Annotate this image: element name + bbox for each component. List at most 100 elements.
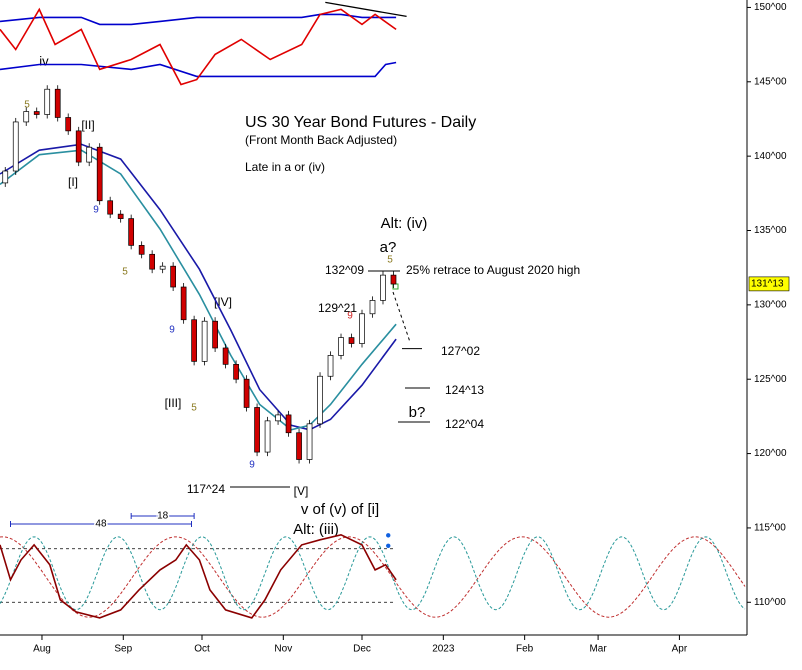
x-tick-label: Oct <box>194 644 210 655</box>
count-label: 9 <box>169 325 175 336</box>
candle-body <box>369 300 376 315</box>
candle-body <box>317 375 323 425</box>
x-tick-label: Sep <box>114 644 132 655</box>
marker-dot <box>386 543 391 548</box>
candle-body <box>285 414 292 434</box>
cycle-line <box>0 536 746 611</box>
candle-body <box>2 170 9 184</box>
level-label: 132^09 <box>325 263 364 277</box>
candle-body <box>86 146 93 163</box>
candle-body <box>117 213 124 219</box>
candle-body <box>243 378 250 408</box>
count-label: 9 <box>93 205 99 216</box>
count-label: 9 <box>249 460 255 471</box>
count-label: 9 <box>347 311 353 322</box>
candle-body <box>65 117 72 132</box>
candle-body <box>159 265 166 270</box>
level-label: 127^02 <box>441 344 480 358</box>
y-tick-label: 150^00 <box>754 2 787 13</box>
candle-body <box>96 146 103 202</box>
candle-body <box>54 88 61 118</box>
y-tick-label: 145^00 <box>754 76 787 87</box>
last-price-box <box>748 276 790 292</box>
candle-body <box>128 218 135 246</box>
series-line <box>0 533 397 619</box>
wave-label: a? <box>380 239 397 256</box>
note: 25% retrace to August 2020 high <box>406 263 580 277</box>
candle-body <box>180 286 187 321</box>
candle-body <box>359 313 365 344</box>
level-label: 117^24 <box>187 482 225 496</box>
series-line <box>0 13 397 26</box>
wave-label: Alt: (iv) <box>381 215 428 232</box>
count-label: 5 <box>191 403 197 414</box>
candle-body <box>44 88 51 115</box>
y-tick-label: 115^00 <box>754 523 786 534</box>
level-label: 122^04 <box>445 417 484 431</box>
cycle-label: 48 <box>95 519 107 530</box>
wave-label: v of (v) of [i] <box>301 501 379 518</box>
y-tick-label: 130^00 <box>754 300 787 311</box>
x-tick-label: Aug <box>33 644 51 655</box>
candle-body <box>33 111 40 115</box>
y-tick-label: 110^00 <box>754 597 786 608</box>
y-tick-label: 140^00 <box>754 151 787 162</box>
candle-body <box>149 253 155 270</box>
count-label: 5 <box>24 100 30 111</box>
cycle-line <box>0 536 746 618</box>
price-label: 129^21 <box>318 301 357 315</box>
candle-body <box>107 200 114 215</box>
candle-body <box>12 121 19 172</box>
candle-body <box>306 423 313 460</box>
y-tick-label: 125^00 <box>754 374 787 385</box>
level-label: 124^13 <box>445 383 484 397</box>
last-price-label: 131^13 <box>751 279 784 290</box>
subtitle: (Front Month Back Adjusted) <box>245 133 397 147</box>
candle-body <box>264 420 271 453</box>
candle-body <box>327 355 334 377</box>
x-tick-label: Apr <box>672 644 688 655</box>
count-label: 5 <box>387 255 393 266</box>
wave-label: b? <box>409 404 426 421</box>
y-tick-label: 135^00 <box>754 225 787 236</box>
candle-body <box>275 414 281 422</box>
cycle-label: 18 <box>157 511 169 522</box>
series-line <box>0 7 397 86</box>
candle-body <box>390 274 397 285</box>
wave-label: [I] <box>68 175 78 189</box>
y-tick-label: 120^00 <box>754 448 787 459</box>
candle-body <box>201 320 208 362</box>
wave-label: iv <box>39 53 49 68</box>
series-line <box>325 1 407 18</box>
candle-body <box>348 337 355 344</box>
note: Late in a or (iv) <box>245 160 325 174</box>
wave-label: [II] <box>81 118 94 132</box>
projection-line <box>392 291 411 343</box>
marker-dot <box>386 533 391 538</box>
candle-body <box>296 432 302 460</box>
chart-title: US 30 Year Bond Futures - Daily <box>245 114 476 131</box>
x-tick-label: 2023 <box>432 644 455 655</box>
x-tick-label: Dec <box>353 644 371 655</box>
series-line <box>0 61 397 78</box>
wave-label: Alt: (iii) <box>293 521 339 538</box>
candle-body <box>23 111 30 123</box>
candle-body <box>233 363 239 380</box>
candle-body <box>138 245 145 255</box>
candle-body <box>222 347 229 365</box>
x-tick-label: Feb <box>516 644 534 655</box>
candle-body <box>380 274 386 301</box>
x-tick-label: Mar <box>589 644 607 655</box>
candle-body <box>191 319 197 362</box>
count-label: 5 <box>122 267 128 278</box>
x-tick-label: Nov <box>274 644 292 655</box>
wave-label: [III] <box>165 396 182 410</box>
candle-body <box>212 320 218 349</box>
candle-body <box>75 130 82 163</box>
candle-body <box>170 265 176 288</box>
candle-body <box>254 407 260 453</box>
candle-body <box>338 337 344 356</box>
wave-label: [V] <box>294 484 309 498</box>
